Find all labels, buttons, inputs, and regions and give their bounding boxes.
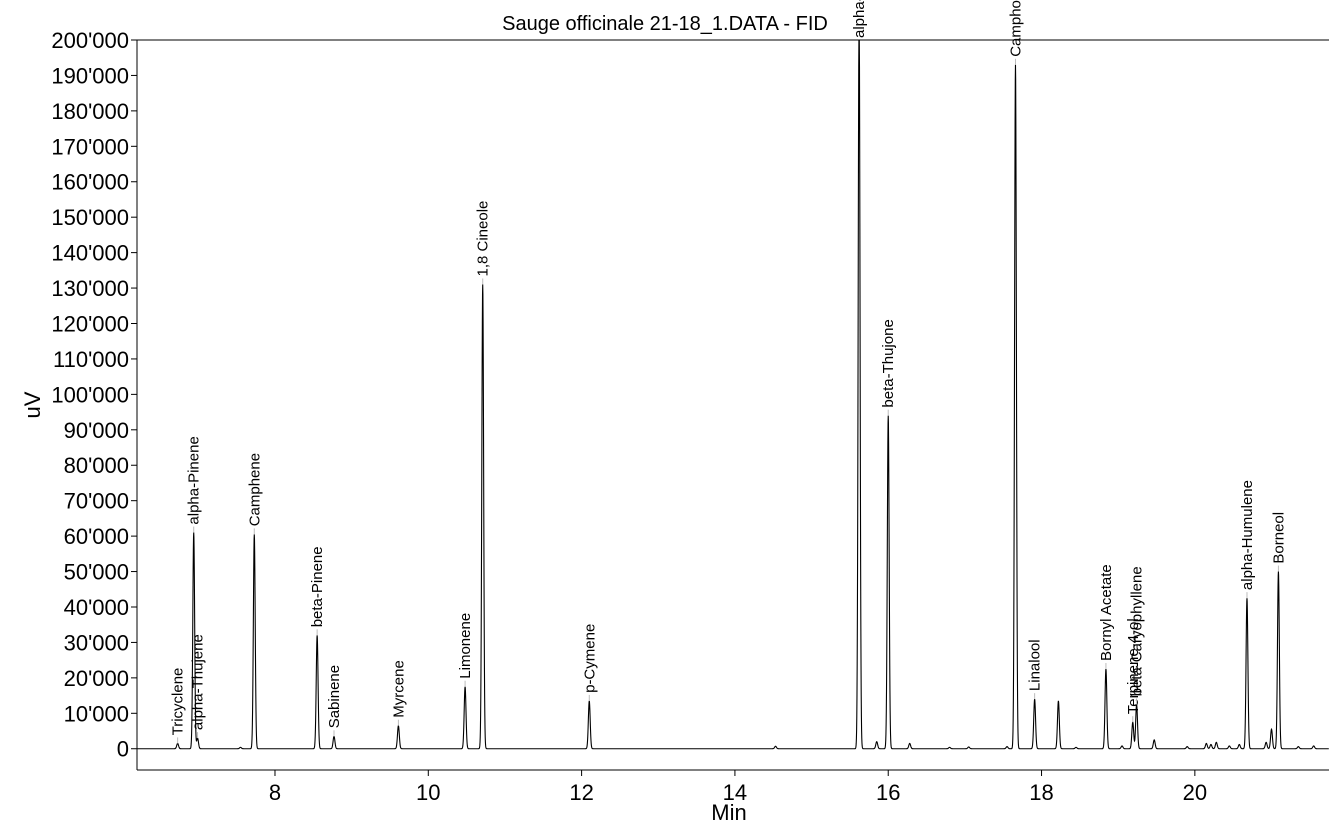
x-axis: 8 10 12 14 16 18 20 (269, 770, 1207, 805)
peak-label: Camphene (246, 453, 263, 526)
peak-label: Bornyl Acetate (1098, 564, 1115, 661)
peak-label: Tricyclene (170, 668, 187, 736)
x-tick-label: 8 (269, 780, 281, 805)
y-tick-label: 10'000 (64, 701, 129, 726)
peak-label: Borneol (1270, 512, 1287, 564)
peak-label: beta-Pinene (309, 546, 326, 627)
chart-title: Sauge officinale 21-18_1.DATA - FID (502, 13, 828, 35)
y-tick-label: 130'000 (51, 276, 129, 301)
peak-label: beta-Caryophyllene (1129, 566, 1146, 696)
y-tick-label: 140'000 (51, 241, 129, 266)
y-tick-label: 60'000 (64, 524, 129, 549)
x-tick-label: 20 (1183, 780, 1207, 805)
y-tick-label: 200'000 (51, 28, 129, 53)
y-tick-label: 160'000 (51, 170, 129, 195)
peak-label: Terpinene-4-ol (1125, 618, 1142, 714)
peak-label: p-Cymene (581, 624, 598, 693)
y-tick-label: 50'000 (64, 560, 129, 585)
peak-label: Linalool (1027, 639, 1044, 691)
chromatogram-trace (137, 39, 1329, 750)
peak-labels: Tricyclene alpha-Pinene alpha-Thujene Camph… (170, 0, 1287, 744)
peak-label: alpha-Thujene (190, 634, 207, 730)
y-axis: 0 10'000 20'000 30'000 40'000 50'000 60'000 70'… (51, 28, 137, 762)
x-tick-label: 16 (876, 780, 900, 805)
y-tick-label: 20'000 (64, 666, 129, 691)
plot-area (137, 39, 1329, 750)
y-axis-title: uV (20, 391, 45, 418)
y-tick-label: 120'000 (51, 311, 129, 336)
y-tick-label: 30'000 (64, 630, 129, 655)
peak-label: alpha-Humulene (1239, 480, 1256, 590)
peak-label: alpha-Pinene (186, 436, 203, 524)
y-tick-label: 170'000 (51, 134, 129, 159)
plot-frame (136, 39, 1329, 771)
y-tick-label: 190'000 (51, 63, 129, 88)
peak-label: Sabinene (326, 665, 343, 728)
x-tick-label: 10 (416, 780, 440, 805)
peak-label: 1,8 Cineole (475, 201, 492, 277)
y-tick-label: 80'000 (64, 453, 129, 478)
y-tick-label: 70'000 (64, 489, 129, 514)
y-tick-label: 90'000 (64, 418, 129, 443)
x-tick-label: 18 (1029, 780, 1053, 805)
peak-label: Myrcene (390, 660, 407, 718)
y-tick-label: 0 (117, 737, 129, 762)
peak-label: alpha-Thujone (851, 0, 868, 38)
peak-label: beta-Thujone (880, 319, 897, 407)
x-axis-title: Min (711, 800, 746, 825)
peak-label: Camphor (1008, 0, 1025, 57)
x-tick-label: 14 (723, 780, 747, 805)
y-tick-label: 180'000 (51, 99, 129, 124)
peak-label: Limonene (457, 613, 474, 679)
x-tick-label: 12 (569, 780, 593, 805)
y-tick-label: 40'000 (64, 595, 129, 620)
y-tick-label: 100'000 (51, 382, 129, 407)
y-tick-label: 110'000 (53, 347, 129, 372)
y-tick-label: 150'000 (51, 205, 129, 230)
